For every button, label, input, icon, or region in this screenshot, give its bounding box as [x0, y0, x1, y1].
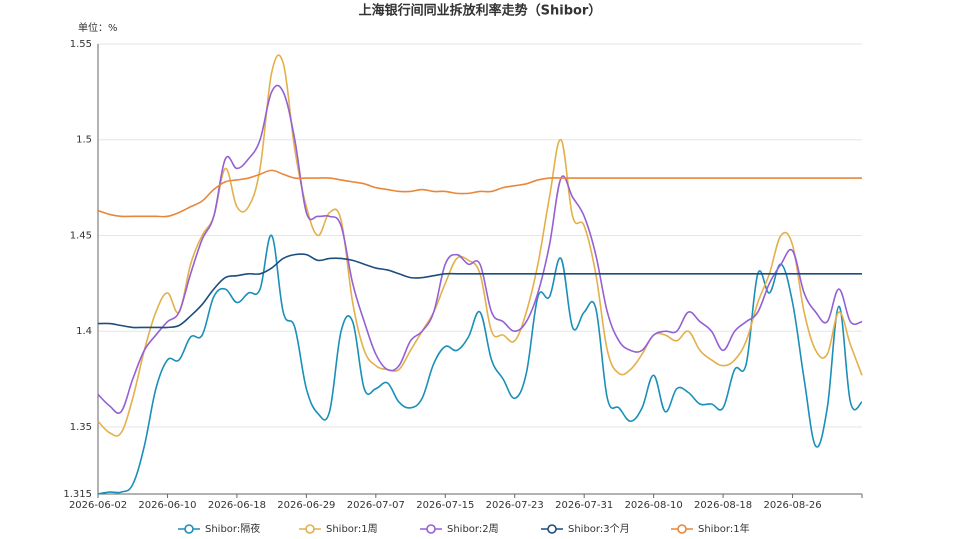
x-tick-label: 2026-08-26	[763, 500, 821, 511]
legend-label: Shibor:2周	[447, 523, 499, 535]
x-tick-label: 2026-06-29	[277, 500, 335, 511]
series-line	[97, 84, 863, 415]
legend-item: Shibor:2周	[420, 523, 499, 535]
chart-title: 上海银行间同业拆放利率走势（Shibor）	[359, 3, 602, 19]
y-tick-label: 1.35	[70, 422, 92, 433]
series-line	[97, 234, 863, 495]
x-tick-label: 2026-07-15	[416, 500, 474, 511]
x-tick-label: 2026-08-10	[625, 500, 683, 511]
legend-label: Shibor:1周	[326, 523, 378, 535]
x-tick-label: 2026-07-31	[555, 500, 613, 511]
legend-icon-dot	[677, 524, 687, 534]
legend-label: Shibor:3个月	[568, 523, 630, 535]
series-line	[97, 253, 862, 329]
legend-item: Shibor:1年	[671, 522, 750, 535]
x-tick-label: 2026-06-02	[69, 500, 127, 511]
series-line	[97, 54, 863, 437]
legend-item: Shibor:隔夜	[178, 522, 260, 535]
legend-item: Shibor:3个月	[541, 523, 630, 535]
legend-item: Shibor:1周	[299, 523, 378, 535]
x-tick-label: 2026-07-07	[347, 500, 405, 511]
legend-label: Shibor:隔夜	[205, 522, 260, 535]
x-tick-label: 2026-06-10	[138, 500, 196, 511]
x-tick-label: 2026-06-18	[208, 500, 266, 511]
y-tick-label: 1.55	[70, 39, 92, 50]
legend-icon-dot	[426, 524, 436, 534]
legend-icon-dot	[547, 524, 557, 534]
series-line	[97, 169, 862, 218]
y-tick-label: 1.315	[63, 489, 92, 500]
x-tick-label: 2026-08-18	[694, 500, 752, 511]
x-tick-label: 2026-07-23	[486, 500, 544, 511]
y-tick-label: 1.5	[76, 135, 92, 146]
legend-icon-dot	[305, 524, 315, 534]
y-tick-label: 1.4	[76, 326, 92, 337]
y-tick-label: 1.45	[70, 230, 92, 241]
legend-icon-dot	[184, 524, 194, 534]
legend-label: Shibor:1年	[698, 522, 750, 535]
unit-label: 单位：%	[78, 21, 118, 34]
